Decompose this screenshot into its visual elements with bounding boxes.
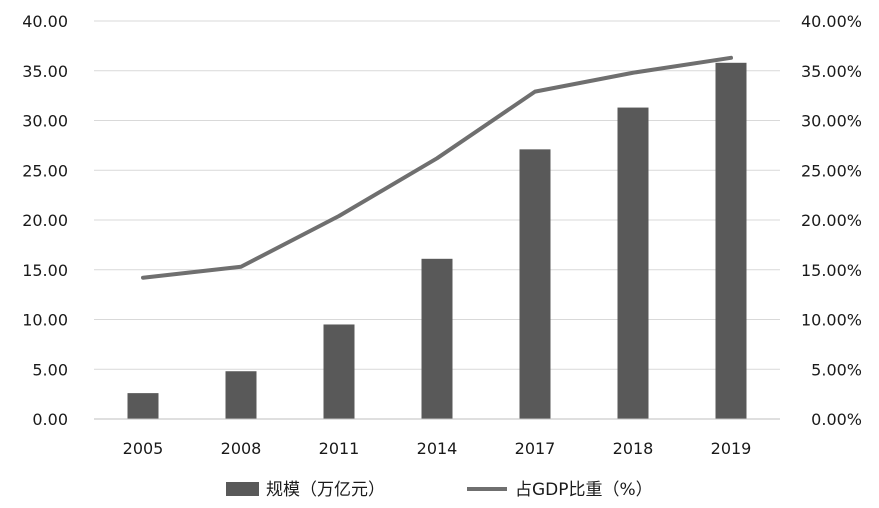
x-tick-label: 2005 — [123, 439, 164, 458]
bar — [715, 62, 747, 419]
left-y-tick-label: 5.00 — [32, 360, 68, 379]
right-y-tick-label: 0.00% — [811, 410, 862, 429]
right-y-tick-label: 40.00% — [801, 12, 862, 31]
left-y-tick-label: 20.00 — [22, 211, 68, 230]
right-y-tick-label: 5.00% — [811, 360, 862, 379]
left-y-tick-label: 30.00 — [22, 112, 68, 131]
right-y-axis: 0.00% 5.00% 10.00% 15.00% 20.00% 25.00% 30.00%… — [801, 12, 862, 429]
bar — [225, 371, 257, 419]
right-y-tick-label: 10.00% — [801, 311, 862, 330]
right-y-tick-label: 15.00% — [801, 261, 862, 280]
left-y-tick-label: 25.00 — [22, 161, 68, 180]
x-tick-label: 2018 — [613, 439, 654, 458]
right-y-tick-label: 20.00% — [801, 211, 862, 230]
legend-bar-swatch — [226, 482, 259, 496]
legend-line-label: 占GDP比重（%） — [515, 480, 653, 500]
left-y-tick-label: 40.00 — [22, 12, 68, 31]
right-y-tick-label: 35.00% — [801, 62, 862, 81]
bar — [519, 149, 551, 420]
right-y-tick-label: 30.00% — [801, 112, 862, 131]
line-series — [141, 55, 733, 280]
left-y-tick-label: 10.00 — [22, 311, 68, 330]
left-y-tick-label: 15.00 — [22, 261, 68, 280]
x-tick-label: 2019 — [711, 439, 752, 458]
bar — [323, 324, 355, 419]
left-y-axis: 0.00 5.00 10.00 15.00 20.00 25.00 30.00 35.00 40… — [22, 12, 68, 429]
legend-bar-label: 规模（万亿元） — [266, 480, 385, 500]
bar — [421, 258, 453, 419]
x-axis: 2005 2008 2011 2014 2017 2018 2019 — [94, 418, 780, 458]
x-tick-label: 2008 — [221, 439, 262, 458]
legend: 规模（万亿元） 占GDP比重（%） — [226, 480, 653, 500]
x-tick-label: 2017 — [515, 439, 556, 458]
right-y-tick-label: 25.00% — [801, 161, 862, 180]
bar — [617, 107, 649, 419]
left-y-tick-label: 35.00 — [22, 62, 68, 81]
x-tick-label: 2011 — [319, 439, 360, 458]
bar — [127, 393, 159, 419]
left-y-tick-label: 0.00 — [32, 410, 68, 429]
bar-series — [127, 62, 747, 420]
x-tick-label: 2014 — [417, 439, 458, 458]
